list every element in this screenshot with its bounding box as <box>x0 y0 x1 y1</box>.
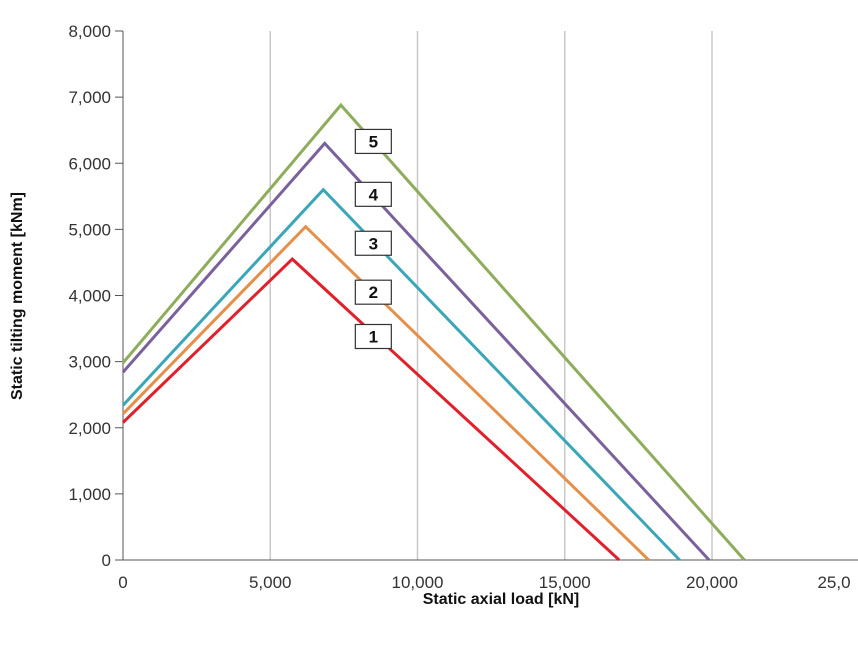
series-line-5 <box>121 102 746 561</box>
y-axis-title: Static tilting moment [kNm] <box>9 192 26 400</box>
x-tick-label: 0 <box>118 573 127 592</box>
x-tick-label: 25,0 <box>817 573 850 592</box>
grid <box>269 31 713 560</box>
curve-label-4: 4 <box>369 185 379 204</box>
curve-label-box-5 <box>354 128 392 155</box>
y-tick-label: 4,000 <box>68 287 111 306</box>
y-tick-label: 8,000 <box>68 22 111 41</box>
y-tick-label: 1,000 <box>68 485 111 504</box>
y-tick-label: 3,000 <box>68 353 111 372</box>
y-tick-label: 7,000 <box>68 88 111 107</box>
axes <box>115 30 858 561</box>
x-tick-label: 5,000 <box>249 573 292 592</box>
series-line-1 <box>121 257 621 562</box>
x-tick-label: 15,000 <box>539 573 591 592</box>
y-tick-label: 5,000 <box>68 220 111 239</box>
curve-label-box-4 <box>354 181 392 207</box>
curve-labels: 1 2 3 4 5 <box>354 128 392 350</box>
series-group <box>121 102 746 562</box>
x-tick-label: 20,000 <box>686 573 738 592</box>
curve-label-box-1 <box>354 323 392 350</box>
x-tick-label: 10,000 <box>392 573 444 592</box>
curve-label-box-3 <box>354 230 392 256</box>
curve-label-1: 1 <box>369 327 378 346</box>
series-line-2 <box>121 224 650 562</box>
curve-label-3: 3 <box>369 234 378 253</box>
curve-label-5: 5 <box>369 132 378 151</box>
curve-label-2: 2 <box>369 283 378 302</box>
series-line-3 <box>121 187 681 562</box>
y-tick-label: 0 <box>102 551 111 570</box>
tick-labels: 0 5,000 10,000 15,000 20,000 25,001,0002,0003… <box>68 22 850 592</box>
curve-label-box-2 <box>354 279 392 305</box>
series-line-4 <box>121 141 711 562</box>
y-tick-label: 6,000 <box>68 154 111 173</box>
x-axis-title: Static axial load [kN] <box>423 591 580 608</box>
y-tick-label: 2,000 <box>68 419 111 438</box>
